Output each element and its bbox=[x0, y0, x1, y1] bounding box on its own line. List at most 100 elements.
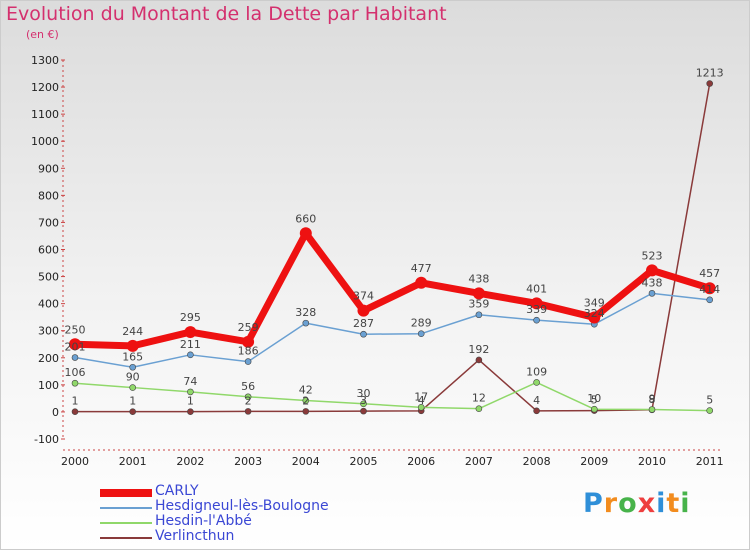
data-label: 211 bbox=[180, 338, 201, 351]
data-label: 12 bbox=[472, 392, 486, 405]
logo-letter: t bbox=[666, 488, 681, 519]
data-label: 17 bbox=[414, 390, 428, 403]
y-tick-label: 500 bbox=[38, 271, 59, 284]
y-tick-label: 300 bbox=[38, 325, 59, 338]
data-point bbox=[244, 358, 252, 365]
data-label: 5 bbox=[591, 394, 598, 407]
data-label: 4 bbox=[418, 394, 425, 407]
series-line bbox=[74, 292, 710, 369]
x-tick-label: 2002 bbox=[176, 455, 204, 468]
data-label: 9 bbox=[649, 392, 656, 405]
legend-label: Hesdin-l'Abbé bbox=[155, 513, 252, 529]
series-0 bbox=[69, 227, 716, 352]
data-label: 457 bbox=[699, 267, 720, 280]
data-label: 289 bbox=[411, 317, 432, 330]
data-point bbox=[360, 400, 367, 408]
data-point bbox=[244, 408, 252, 415]
data-point bbox=[187, 408, 194, 415]
data-point bbox=[475, 311, 483, 319]
data-label: 401 bbox=[526, 282, 547, 295]
series-layer bbox=[69, 80, 716, 415]
data-point bbox=[187, 388, 194, 396]
data-label: 8 bbox=[649, 393, 656, 406]
data-label: 2 bbox=[302, 394, 309, 407]
data-point bbox=[417, 330, 425, 337]
data-point bbox=[706, 80, 714, 87]
data-label: 2 bbox=[245, 394, 252, 407]
data-label: 414 bbox=[699, 283, 720, 296]
data-point bbox=[357, 304, 370, 317]
data-point bbox=[360, 407, 367, 415]
data-point bbox=[242, 335, 255, 348]
data-label: 1 bbox=[129, 395, 136, 408]
x-tick-label: 2010 bbox=[638, 455, 666, 468]
series-line bbox=[74, 229, 711, 350]
data-label: 56 bbox=[241, 380, 255, 393]
y-tick-label: -100 bbox=[34, 433, 59, 446]
data-label: 74 bbox=[183, 375, 197, 388]
data-point bbox=[533, 316, 540, 324]
data-point bbox=[415, 276, 428, 289]
legend-swatch bbox=[100, 488, 152, 497]
data-label: 339 bbox=[526, 303, 547, 316]
data-point bbox=[187, 351, 194, 359]
data-label: 523 bbox=[642, 249, 663, 262]
data-label: 374 bbox=[353, 290, 374, 303]
data-point bbox=[302, 408, 310, 415]
logo-letter: o bbox=[618, 488, 638, 519]
data-point bbox=[299, 227, 312, 240]
data-point bbox=[646, 264, 658, 277]
x-tick-label: 2003 bbox=[234, 455, 262, 468]
data-point bbox=[71, 379, 79, 387]
data-label: 1 bbox=[72, 395, 79, 408]
chart-subtitle: (en €) bbox=[26, 28, 59, 41]
data-label: 10 bbox=[587, 392, 601, 405]
y-tick-label: 100 bbox=[38, 379, 59, 392]
logo-letter: x bbox=[637, 488, 657, 519]
series-line bbox=[74, 381, 710, 412]
logo-letter: r bbox=[603, 488, 619, 519]
data-label: 660 bbox=[295, 212, 316, 225]
x-tick-label: 2000 bbox=[61, 455, 89, 468]
y-tick-label: 800 bbox=[38, 189, 59, 202]
series-line bbox=[75, 83, 711, 413]
data-point bbox=[475, 356, 483, 364]
chart-title: Evolution du Montant de la Dette par Hab… bbox=[6, 3, 447, 25]
legend-swatch bbox=[100, 506, 152, 509]
x-tick-label: 2007 bbox=[465, 455, 493, 468]
legend-label: Hesdigneul-lès-Boulogne bbox=[155, 498, 329, 514]
y-tick-label: 0 bbox=[52, 406, 59, 419]
y-tick-label: 1200 bbox=[31, 81, 59, 94]
data-label: 1213 bbox=[696, 67, 724, 80]
data-point bbox=[533, 379, 540, 386]
logo-letter: i bbox=[680, 488, 691, 519]
data-point bbox=[703, 282, 716, 295]
data-point bbox=[648, 406, 656, 413]
data-point bbox=[706, 296, 714, 304]
data-label: 477 bbox=[411, 262, 432, 275]
data-point bbox=[302, 319, 310, 327]
x-tick-label: 2006 bbox=[407, 455, 435, 468]
data-label: 349 bbox=[584, 296, 605, 309]
data-label: 287 bbox=[353, 317, 374, 330]
y-tick-label: 900 bbox=[38, 162, 59, 175]
data-label: 438 bbox=[642, 276, 663, 289]
data-point bbox=[648, 290, 656, 297]
y-tick-label: 1000 bbox=[31, 135, 59, 148]
data-point bbox=[69, 338, 81, 351]
x-tick-label: 2004 bbox=[292, 455, 320, 468]
logo-letter: i bbox=[656, 488, 667, 519]
data-point bbox=[590, 405, 598, 413]
data-label: 30 bbox=[357, 387, 371, 400]
data-label: 328 bbox=[295, 306, 316, 319]
legend-swatch bbox=[100, 521, 152, 524]
data-label: 42 bbox=[299, 384, 313, 397]
data-point bbox=[71, 408, 79, 415]
data-point bbox=[533, 407, 540, 415]
data-label: 4 bbox=[533, 394, 540, 407]
data-point bbox=[360, 330, 367, 338]
legend-swatch bbox=[100, 536, 152, 539]
legend-label: Verlincthun bbox=[155, 528, 235, 544]
